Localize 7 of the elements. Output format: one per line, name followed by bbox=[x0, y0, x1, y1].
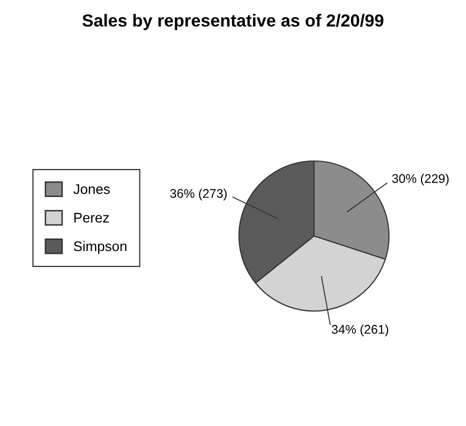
chart-title: Sales by representative as of 2/20/99 bbox=[82, 14, 384, 30]
legend-label: Jones bbox=[73, 184, 110, 194]
data-label: 30% (229) bbox=[392, 174, 449, 186]
data-label: 36% (273) bbox=[170, 188, 227, 200]
legend-label: Perez bbox=[74, 212, 109, 223]
legend-label: Simpson bbox=[74, 240, 126, 254]
data-label: 34% (261) bbox=[332, 324, 388, 336]
